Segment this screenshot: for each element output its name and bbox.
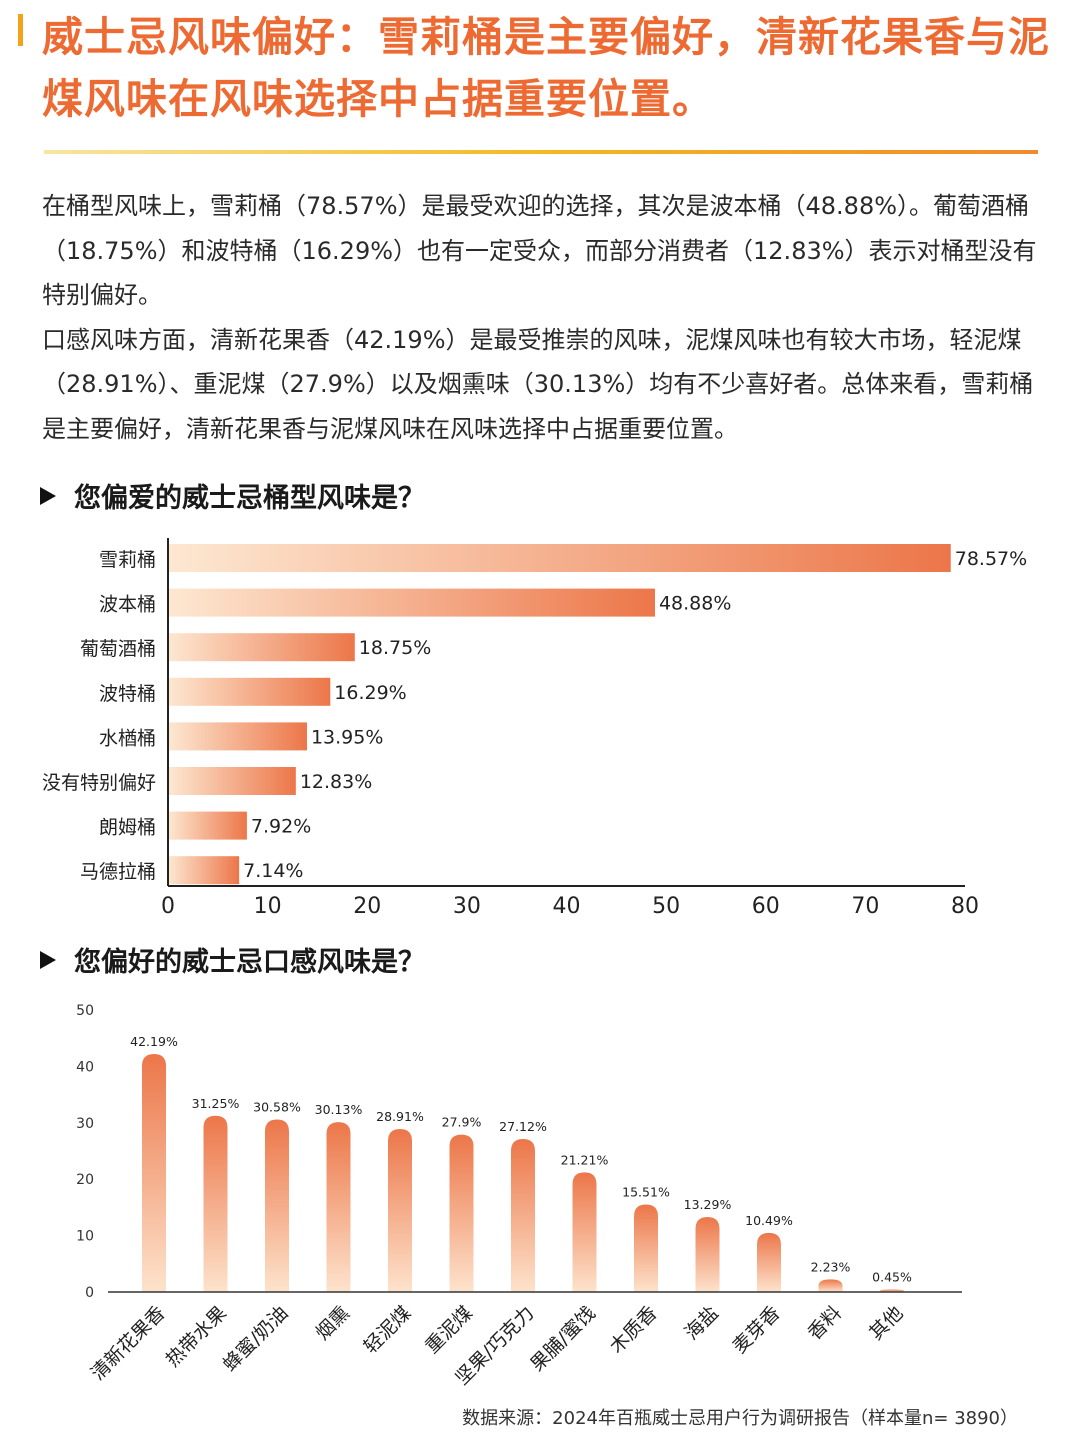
- taste-value-label: 15.51%: [622, 1185, 670, 1200]
- taste-category-label: 清新花果香: [87, 1302, 170, 1385]
- taste-category-label: 果脯/蜜饯: [526, 1302, 600, 1376]
- taste-category-label: 蜂蜜/奶油: [219, 1302, 293, 1376]
- taste-y-tick-label: 10: [76, 1229, 94, 1245]
- cask-x-tick-label: 30: [453, 894, 481, 919]
- taste-y-tick-label: 50: [76, 1003, 94, 1019]
- cask-x-tick-label: 40: [553, 894, 581, 919]
- cask-x-tick-label: 50: [652, 894, 680, 919]
- cask-value-label: 48.88%: [659, 593, 731, 615]
- cask-value-label: 7.92%: [251, 816, 311, 838]
- taste-value-label: 30.58%: [253, 1100, 301, 1115]
- taste-bar: [572, 1172, 597, 1292]
- taste-category-label: 海盐: [681, 1302, 723, 1344]
- taste-bar: [388, 1128, 412, 1292]
- taste-value-label: 27.9%: [442, 1115, 482, 1130]
- taste-y-tick-label: 20: [76, 1172, 94, 1188]
- taste-flavor-bar-chart: 42.19%清新花果香31.25%热带水果30.58%蜂蜜/奶油30.13%烟熏…: [76, 1003, 962, 1389]
- cask-category-label: 没有特别偏好: [42, 772, 156, 794]
- triangle-bullet-icon: [40, 950, 56, 969]
- taste-bar: [326, 1122, 351, 1292]
- taste-y-tick-label: 40: [76, 1059, 94, 1075]
- taste-chart-title: 您偏好的威士忌口感风味是？: [74, 947, 425, 978]
- cask-bar: [168, 767, 296, 795]
- cask-category-label: 波特桶: [99, 683, 156, 705]
- taste-category-label: 其他: [865, 1302, 907, 1344]
- cask-value-label: 18.75%: [359, 637, 431, 659]
- cask-bar: [168, 856, 240, 885]
- taste-value-label: 28.91%: [376, 1109, 424, 1124]
- taste-y-tick-label: 30: [76, 1116, 94, 1132]
- cask-category-label: 马德拉桶: [80, 861, 156, 883]
- taste-value-label: 13.29%: [684, 1197, 732, 1212]
- taste-category-label: 麦芽香: [729, 1302, 785, 1358]
- taste-y-tick-label: 0: [85, 1285, 94, 1301]
- taste-category-label: 烟熏: [312, 1302, 354, 1344]
- cask-value-label: 78.57%: [955, 548, 1027, 570]
- cask-bar: [168, 633, 355, 662]
- cask-x-tick-label: 70: [851, 894, 879, 919]
- title-divider: [44, 150, 1038, 154]
- taste-value-label: 10.49%: [745, 1213, 793, 1228]
- taste-bar: [695, 1217, 720, 1292]
- taste-chart-heading: 您偏好的威士忌口感风味是？: [40, 940, 425, 979]
- cask-x-tick-label: 80: [951, 894, 979, 919]
- summary-text: 在桶型风味上，雪莉桶（78.57%）是最受欢迎的选择，其次是波本桶（48.88%…: [42, 184, 1042, 451]
- cask-category-label: 波本桶: [99, 594, 156, 616]
- cask-x-tick-label: 0: [161, 894, 175, 919]
- cask-x-tick-label: 60: [752, 894, 780, 919]
- title-accent-bar: [18, 14, 23, 46]
- taste-value-label: 2.23%: [811, 1259, 851, 1274]
- taste-category-label: 重泥煤: [421, 1302, 477, 1358]
- cask-chart-title: 您偏爱的威士忌桶型风味是？: [74, 483, 425, 514]
- cask-x-tick-label: 20: [353, 894, 381, 919]
- taste-category-label: 木质香: [606, 1302, 662, 1358]
- taste-value-label: 30.13%: [315, 1102, 363, 1117]
- taste-category-label: 轻泥煤: [360, 1302, 416, 1358]
- cask-bar: [168, 677, 331, 706]
- taste-bar: [511, 1139, 535, 1292]
- cask-category-label: 朗姆桶: [99, 817, 156, 839]
- taste-value-label: 31.25%: [192, 1096, 240, 1111]
- taste-bar: [203, 1115, 228, 1292]
- data-source-note: 数据来源：2024年百瓶威士忌用户行为调研报告（样本量n= 3890）: [462, 1408, 1018, 1429]
- page-title: 威士忌风味偏好：雪莉桶是主要偏好，清新花果香与泥煤风味在风味选择中占据重要位置。: [42, 13, 1050, 123]
- taste-value-label: 27.12%: [499, 1119, 547, 1134]
- triangle-bullet-icon: [40, 486, 56, 505]
- taste-bar: [757, 1232, 781, 1292]
- cask-bar: [168, 588, 655, 617]
- taste-bar: [449, 1134, 474, 1292]
- cask-x-tick-label: 10: [254, 894, 282, 919]
- cask-value-label: 16.29%: [334, 682, 406, 704]
- cask-value-label: 13.95%: [311, 726, 383, 748]
- cask-category-label: 雪莉桶: [99, 549, 156, 571]
- taste-bar: [142, 1054, 166, 1292]
- cask-bar: [168, 722, 307, 751]
- taste-category-label: 香料: [804, 1302, 846, 1344]
- cask-value-label: 12.83%: [300, 771, 372, 793]
- taste-bar: [818, 1279, 843, 1292]
- cask-bar: [168, 544, 951, 572]
- summary-paragraph-taste: 口感风味方面，清新花果香（42.19%）是最受推崇的风味，泥煤风味也有较大市场，…: [42, 325, 1034, 443]
- cask-category-label: 水楢桶: [99, 727, 156, 749]
- cask-value-label: 7.14%: [243, 860, 303, 882]
- summary-paragraph-cask: 在桶型风味上，雪莉桶（78.57%）是最受欢迎的选择，其次是波本桶（48.88%…: [42, 192, 1037, 309]
- taste-value-label: 0.45%: [872, 1269, 912, 1284]
- taste-value-label: 42.19%: [130, 1034, 178, 1049]
- cask-category-label: 葡萄酒桶: [80, 638, 156, 660]
- taste-value-label: 21.21%: [561, 1152, 609, 1167]
- cask-flavor-bar-chart: 雪莉桶 78.57% 波本桶 48.88% 葡萄酒桶 18.75% 波特桶 16.29% 水楢桶…: [42, 538, 1027, 919]
- taste-bar: [634, 1204, 658, 1292]
- cask-chart-heading: 您偏爱的威士忌桶型风味是？: [40, 476, 425, 515]
- taste-bar: [265, 1119, 289, 1292]
- cask-bar: [168, 811, 247, 840]
